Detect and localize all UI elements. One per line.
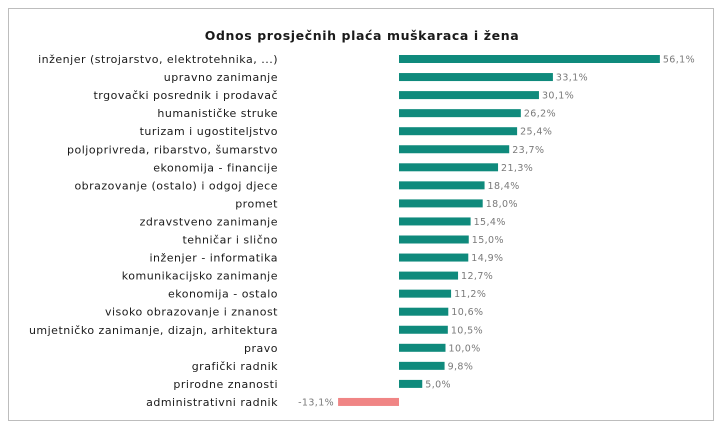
- value-label: 26,2%: [524, 109, 556, 120]
- category-label: tehničar i slično: [182, 234, 278, 247]
- bar: [399, 145, 510, 154]
- chart-title: Odnos prosječnih plaća muškaraca i žena: [204, 28, 520, 43]
- value-label: 56,1%: [663, 55, 695, 66]
- category-label: grafički radnik: [192, 360, 278, 373]
- category-label: administrativni radnik: [146, 396, 278, 409]
- category-label: ekonomija - financije: [153, 161, 278, 174]
- bar: [399, 217, 471, 226]
- value-label: 5,0%: [425, 379, 451, 390]
- value-label: 21,3%: [501, 163, 533, 174]
- bar: [399, 379, 423, 388]
- bar: [399, 325, 448, 334]
- bar: [399, 127, 518, 136]
- bar: [399, 181, 485, 190]
- value-label: 15,4%: [474, 217, 506, 228]
- value-label: 14,9%: [471, 253, 503, 264]
- category-label: ekonomija - ostalo: [168, 288, 278, 301]
- category-label: upravno zanimanje: [164, 71, 278, 84]
- bar: [399, 73, 553, 82]
- category-label: poljoprivreda, ribarstvo, šumarstvo: [67, 143, 278, 156]
- bar: [399, 55, 660, 63]
- value-label: 18,0%: [486, 199, 518, 210]
- value-label: 10,6%: [451, 307, 483, 318]
- value-label: 30,1%: [542, 91, 574, 102]
- category-label: zdravstveno zanimanje: [140, 215, 278, 228]
- value-label: 12,7%: [461, 271, 493, 282]
- category-label: inženjer (strojarstvo, elektrotehnika, .…: [38, 53, 278, 66]
- bar: [399, 343, 446, 352]
- bar: [399, 361, 445, 370]
- category-label: komunikacijsko zanimanje: [122, 270, 278, 283]
- bar: [399, 307, 449, 316]
- category-label: umjetničko zanimanje, dizajn, arhitektur…: [29, 324, 278, 337]
- chart-frame: Odnos prosječnih plaća muškaraca i žena …: [8, 8, 714, 421]
- bar: [399, 253, 469, 262]
- category-label: inženjer - informatika: [149, 252, 278, 265]
- value-label: 15,0%: [472, 235, 504, 246]
- value-label: 10,0%: [449, 343, 481, 354]
- value-label: 33,1%: [556, 73, 588, 84]
- category-label: prirodne znanosti: [173, 378, 278, 391]
- category-label: trgovački posrednik i prodavač: [93, 89, 278, 102]
- value-label: 18,4%: [488, 181, 520, 192]
- bar: [399, 199, 483, 208]
- bar-chart: inženjer (strojarstvo, elektrotehnika, .…: [29, 53, 695, 409]
- value-label: 9,8%: [448, 361, 474, 372]
- bar: [338, 397, 399, 406]
- category-label: humanističke struke: [157, 107, 278, 120]
- category-label: obrazovanje (ostalo) i odgoj djece: [74, 179, 278, 192]
- bar: [399, 289, 452, 298]
- bar: [399, 109, 521, 118]
- value-label: 25,4%: [520, 127, 552, 138]
- bar: [399, 163, 499, 172]
- bar: [399, 91, 539, 100]
- category-label: turizam i ugostiteljstvo: [140, 125, 278, 138]
- value-label: 11,2%: [454, 289, 486, 300]
- category-label: visoko obrazovanje i znanost: [105, 306, 278, 319]
- value-label: 10,5%: [451, 325, 483, 336]
- category-label: promet: [235, 197, 278, 210]
- category-label: pravo: [244, 342, 278, 355]
- bar: [399, 271, 459, 280]
- value-label: 23,7%: [512, 145, 544, 156]
- value-label: -13,1%: [298, 397, 334, 408]
- bar: [399, 235, 469, 244]
